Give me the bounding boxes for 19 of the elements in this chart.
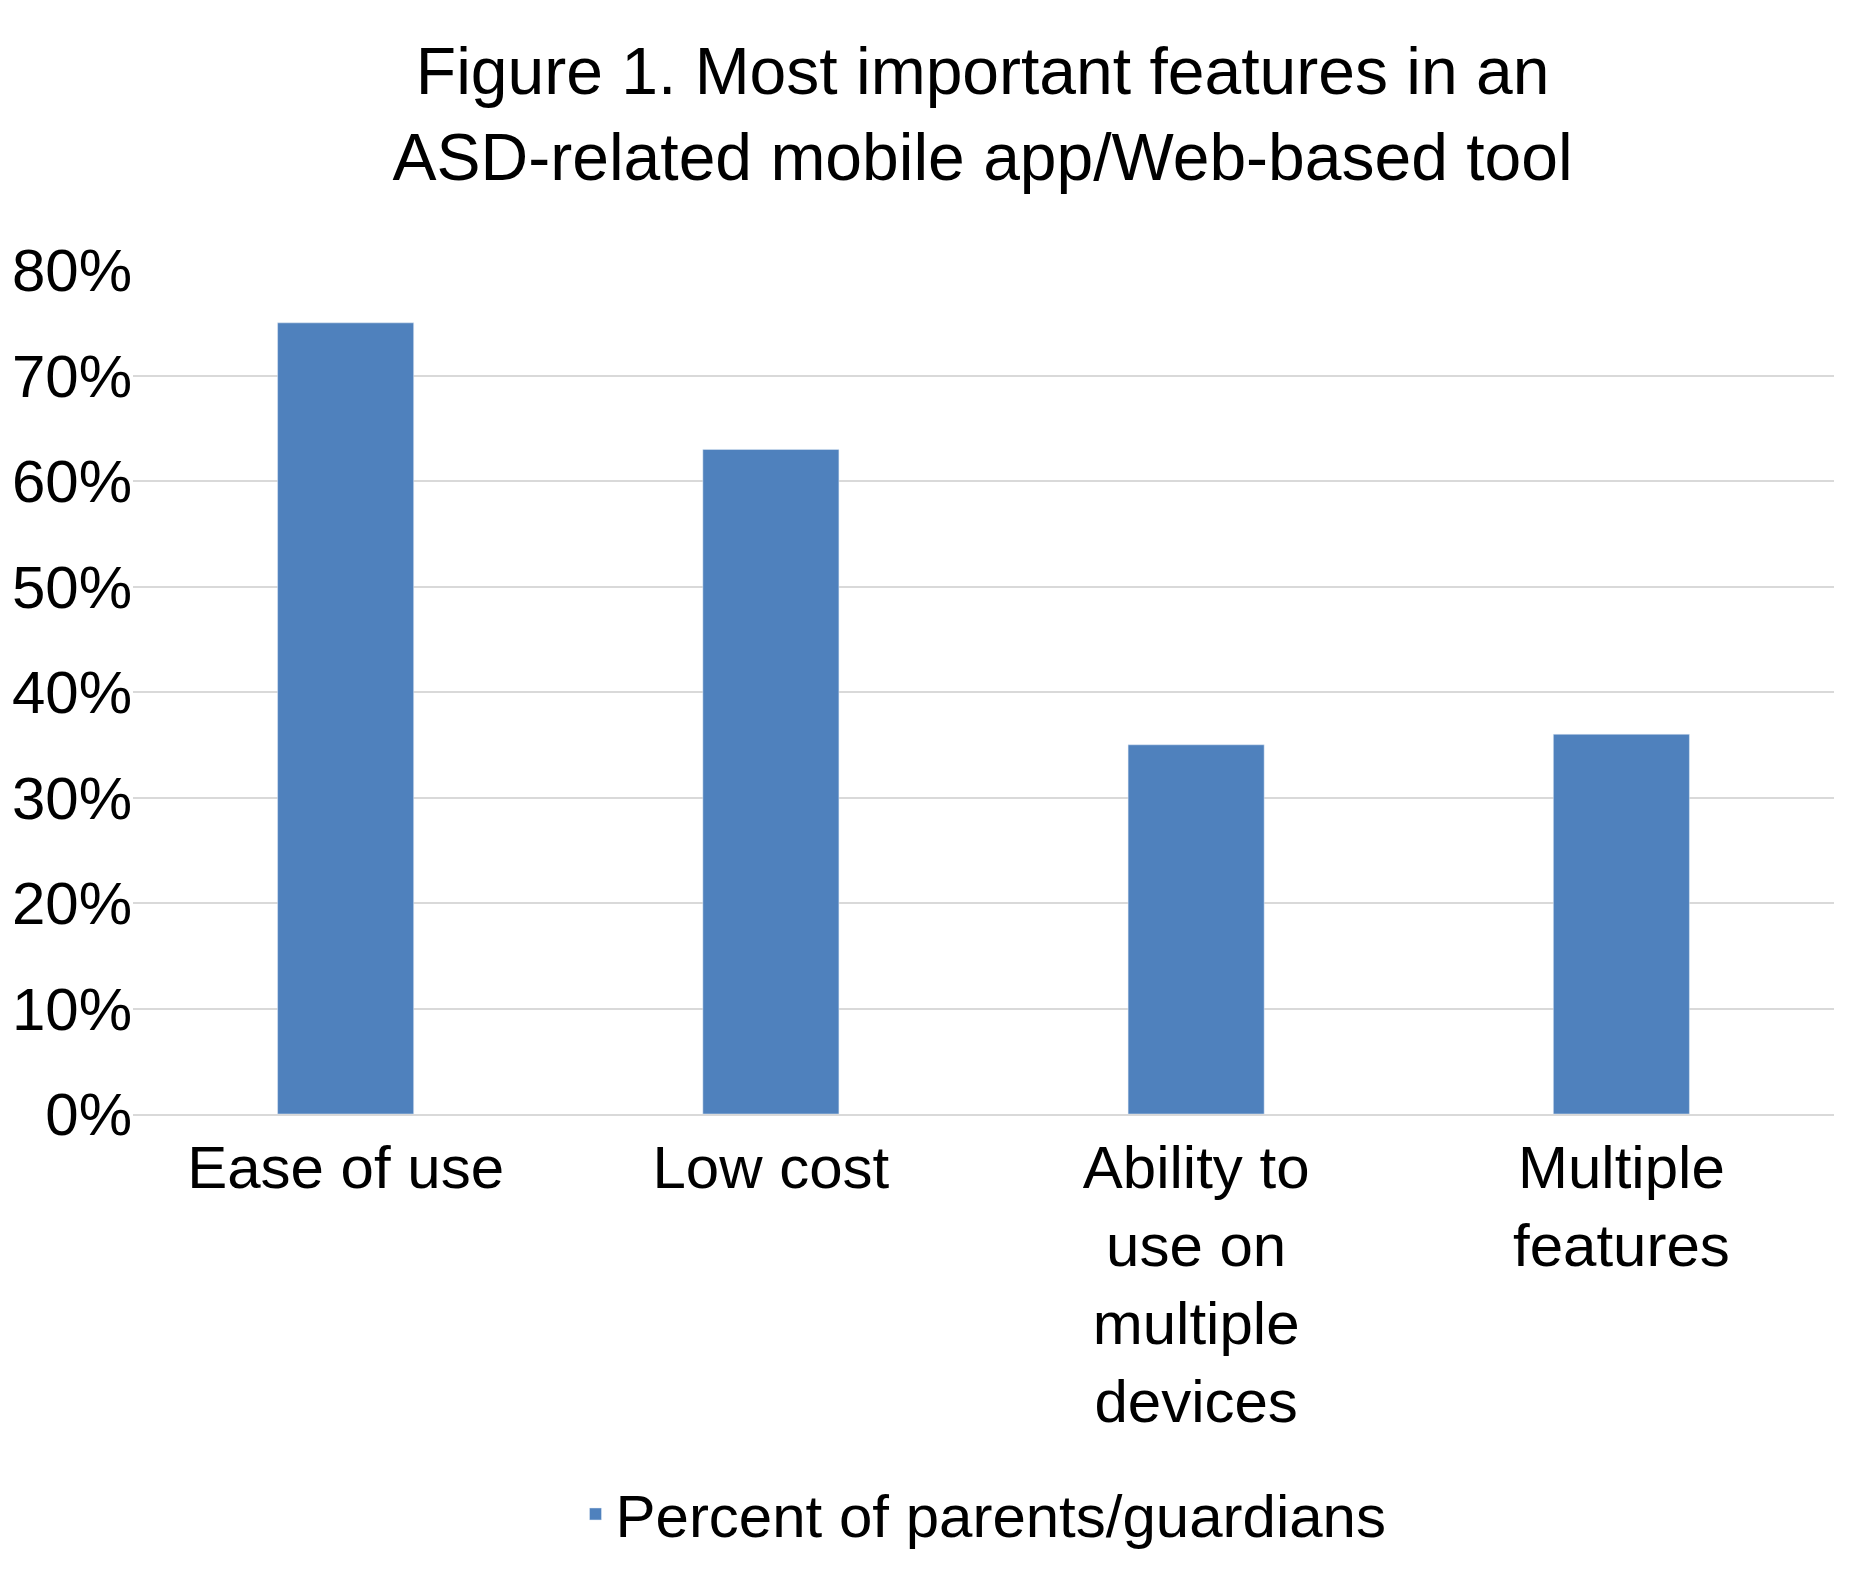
y-tick-label: 40% <box>11 659 132 727</box>
chart-title: Figure 1. Most important features in an ASD-related mobile app/Web-based tool <box>392 34 1573 195</box>
x-tick-label: Multiple features <box>1512 1134 1730 1279</box>
y-tick-label: 0% <box>45 1081 132 1148</box>
y-tick-label: 70% <box>11 342 132 410</box>
bar <box>277 322 414 1114</box>
y-tick-label: 10% <box>11 975 132 1043</box>
y-tick-label: 30% <box>11 764 132 832</box>
x-tick-label: Low cost <box>652 1134 890 1201</box>
y-tick-label: 20% <box>11 870 132 938</box>
y-tick-label: 60% <box>11 448 132 516</box>
x-tick-label: Ease of use <box>187 1134 505 1201</box>
y-tick-label: 80% <box>11 237 132 305</box>
bar <box>1127 744 1265 1114</box>
legend-label: Percent of parents/guardians <box>615 1483 1386 1551</box>
bar <box>702 449 840 1114</box>
y-tick-label: 50% <box>11 553 132 621</box>
x-tick-label: Ability to use on multiple devices <box>1082 1134 1310 1435</box>
bar <box>1553 733 1690 1114</box>
